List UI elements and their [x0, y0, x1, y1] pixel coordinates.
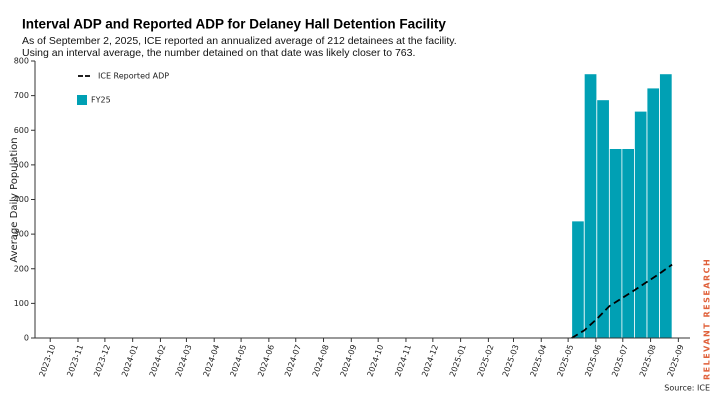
line: [571, 263, 673, 339]
x-tick-label: 2024-10: [366, 343, 386, 377]
x-tick-label: 2024-05: [228, 343, 248, 377]
x-tick-label: 2025-07: [610, 343, 630, 377]
x-tick-label: 2024-03: [174, 343, 194, 377]
bar: [608, 148, 623, 339]
legend-swatch: [77, 95, 87, 105]
x-tick-label: 2025-02: [476, 343, 496, 377]
x-tick-label: 2025-06: [583, 343, 603, 377]
y-tick-label: 400: [14, 195, 29, 204]
x-tick-label: 2025-03: [501, 343, 521, 377]
bar: [634, 110, 648, 339]
x-tick-label: 2023-12: [92, 343, 112, 377]
x-tick-label: 2024-01: [120, 343, 140, 377]
y-tick-label: 700: [14, 91, 29, 100]
chart-subtitle: Using an interval average, the number de…: [22, 47, 415, 59]
y-axis-label: Average Daily Population: [9, 137, 20, 262]
x-tick-label: 2024-12: [420, 343, 440, 377]
x-tick-label: 2025-08: [638, 343, 658, 377]
y-tick-label: 600: [14, 126, 29, 135]
logo: RELEVANT RESEARCH: [703, 258, 712, 380]
x-tick-label: 2023-11: [65, 343, 85, 377]
bar: [596, 99, 610, 339]
bar: [621, 148, 635, 339]
x-tick-label: 2025-04: [529, 343, 549, 377]
legend-label: FY25: [91, 96, 111, 105]
y-tick-label: 300: [14, 230, 29, 239]
x-tick-label: 2024-09: [339, 343, 359, 377]
x-tick-label: 2024-04: [202, 343, 222, 377]
bar: [646, 87, 660, 339]
y-tick-label: 800: [14, 57, 29, 66]
bar: [659, 73, 673, 339]
bar: [583, 73, 598, 339]
x-tick-label: 2025-09: [666, 343, 686, 377]
y-tick-label: 200: [14, 264, 29, 273]
x-tick-label: 2024-11: [393, 343, 413, 377]
legend-label: ICE Reported ADP: [98, 72, 169, 81]
x-tick-label: 2024-08: [311, 343, 331, 377]
bar: [571, 220, 585, 339]
y-tick-label: 500: [14, 160, 29, 169]
x-tick-label: 2023-10: [38, 343, 58, 377]
chart-title: Interval ADP and Reported ADP for Delane…: [22, 17, 446, 32]
x-tick-label: 2024-06: [256, 343, 276, 377]
source: Source: ICE: [664, 384, 710, 393]
y-tick-label: 0: [24, 334, 29, 343]
x-tick-label: 2025-01: [448, 343, 468, 377]
x-tick-label: 2024-02: [148, 343, 168, 377]
chart-subtitle: As of September 2, 2025, ICE reported an…: [22, 35, 457, 47]
x-tick-label: 2024-07: [283, 343, 303, 377]
y-tick-label: 100: [14, 299, 29, 308]
x-tick-label: 2025-05: [555, 343, 575, 377]
